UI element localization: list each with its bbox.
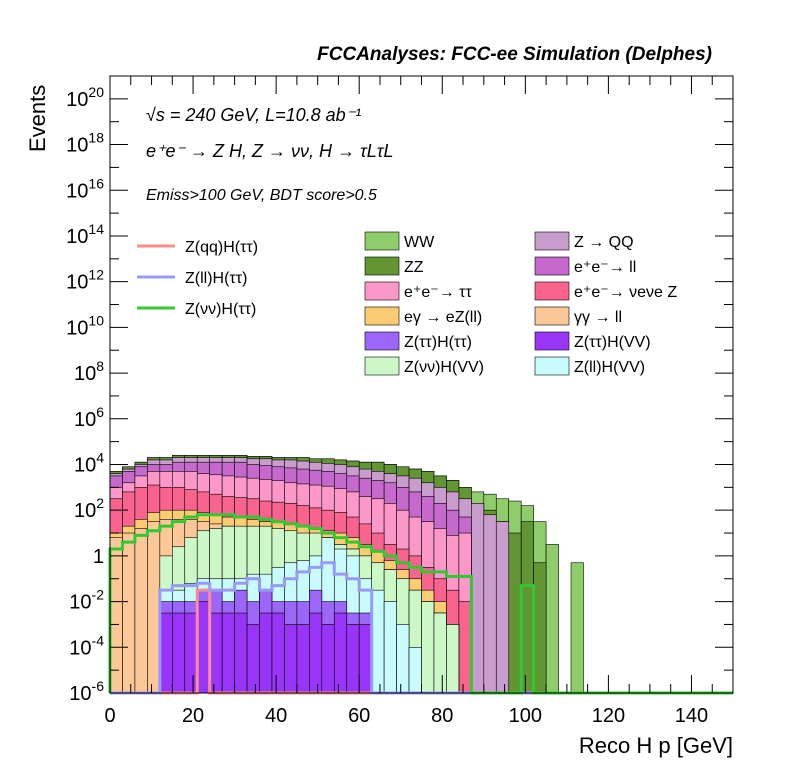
y-tick-label: 1020: [66, 84, 104, 111]
bar: [383, 601, 397, 694]
bar: [495, 521, 510, 694]
legend-fill-swatch: [364, 306, 400, 326]
legend-line-label: Z(ll)H(ττ): [185, 270, 247, 287]
bar: [172, 612, 186, 694]
legend-fill-swatch: [364, 331, 400, 351]
bar: [396, 624, 410, 694]
x-tick-label: 0: [104, 705, 115, 727]
y-tick-label: 106: [74, 404, 104, 431]
bar: [134, 528, 148, 694]
series-11: [159, 601, 372, 694]
y-tick-label: 108: [74, 358, 104, 385]
legend-fill-label: Z(νν)H(VV): [404, 359, 484, 376]
y-tick-label: 1: [93, 546, 104, 568]
x-tick-label: 100: [509, 705, 542, 727]
legend-fill-label: γγ → ll: [574, 309, 622, 326]
x-tick-label: 40: [265, 705, 287, 727]
bar: [184, 612, 198, 694]
y-axis-label: Events: [25, 85, 50, 152]
bar: [196, 601, 210, 694]
legend-fill-swatch: [534, 256, 570, 276]
y-tick-label: 1014: [66, 221, 104, 248]
y-tick-label: 104: [74, 449, 104, 476]
y-tick-label: 10-6: [69, 678, 104, 705]
legend-fill-swatch: [364, 356, 400, 376]
bar: [271, 612, 285, 694]
bar: [221, 612, 235, 694]
axes: 0 20 40 60 80 100 120 140 10-6 10-4 10-2 1 102 104 106…: [66, 75, 734, 727]
legend-fill-label: ZZ: [404, 259, 424, 276]
bar: [333, 612, 348, 694]
y-tick-label: 1016: [66, 175, 104, 202]
bar: [421, 601, 435, 694]
energy-annotation: √s = 240 GeV, L=10.8 ab⁻¹: [146, 105, 361, 125]
legend-fill-label: e⁺e⁻→ ττ: [404, 284, 472, 301]
cuts-annotation: Emiss>100 GeV, BDT score>0.5: [146, 187, 377, 204]
x-tick-label: 60: [348, 705, 370, 727]
bar: [533, 562, 547, 694]
bar: [483, 514, 497, 694]
x-tick-label: 140: [675, 705, 708, 727]
bar: [246, 624, 260, 694]
legend-fill-swatch: [534, 306, 570, 326]
bar: [259, 612, 273, 694]
bar: [147, 521, 161, 694]
legend-fill-label: Z(ττ)H(VV): [574, 334, 651, 351]
legend-fill-label: WW: [404, 234, 435, 251]
legend-fill-swatch: [534, 231, 570, 251]
legend-fill-swatch: [364, 231, 400, 251]
legend-fill-swatch: [364, 281, 400, 301]
bar: [358, 624, 372, 694]
bar: [159, 612, 173, 694]
legend-fill-swatch: [364, 256, 400, 276]
bar: [122, 532, 136, 694]
bar: [520, 521, 534, 694]
bar: [471, 503, 485, 694]
bar: [346, 624, 360, 694]
bar: [458, 601, 472, 694]
bar: [446, 624, 460, 694]
legend-fill-label: Z(ττ)H(ττ): [404, 334, 472, 351]
x-axis-label: Reco H p [GeV]: [579, 733, 733, 758]
bar: [508, 532, 522, 694]
bar: [209, 612, 223, 694]
legend-fill-label: eγ → eZ(ll): [404, 309, 482, 326]
x-tick-label: 120: [592, 705, 625, 727]
bar: [371, 589, 385, 694]
bar: [408, 646, 422, 694]
y-tick-label: 10-4: [69, 632, 104, 659]
bar: [234, 612, 248, 694]
legend: Z(qq)H(ττ) Z(ll)H(ττ) Z(νν)H(ττ) WW ZZ e⁺e⁻→ …: [137, 231, 677, 376]
y-tick-label: 1018: [66, 130, 104, 157]
bar: [545, 544, 559, 694]
legend-fill-swatch: [534, 281, 570, 301]
legend-fill-label: e⁺e⁻→ νeνe Z: [574, 284, 677, 301]
bar: [570, 562, 584, 694]
y-tick-label: 1012: [66, 267, 104, 294]
process-annotation: e⁺e⁻ → Z H, Z → νν, H → τLτL: [146, 141, 394, 161]
legend-fill-label: e⁺e⁻→ ll: [574, 259, 636, 276]
legend-fill-swatch: [534, 356, 570, 376]
y-tick-label: 1010: [66, 312, 104, 339]
legend-fill-label: Z → QQ: [574, 234, 634, 251]
bar: [433, 612, 447, 694]
legend-line-label: Z(qq)H(ττ): [185, 239, 258, 256]
y-tick-label: 102: [74, 495, 104, 522]
x-tick-label: 80: [431, 705, 453, 727]
legend-fill-label: Z(ll)H(VV): [574, 359, 645, 376]
bar: [321, 624, 335, 694]
chart-title: FCCAnalyses: FCC-ee Simulation (Delphes): [317, 44, 712, 65]
bar: [284, 624, 298, 694]
bar: [296, 624, 310, 694]
bar: [309, 612, 323, 694]
legend-fill-swatch: [534, 331, 570, 351]
x-tick-label: 20: [182, 705, 204, 727]
y-tick-label: 10-2: [69, 587, 104, 614]
legend-line-label: Z(νν)H(ττ): [185, 301, 256, 318]
